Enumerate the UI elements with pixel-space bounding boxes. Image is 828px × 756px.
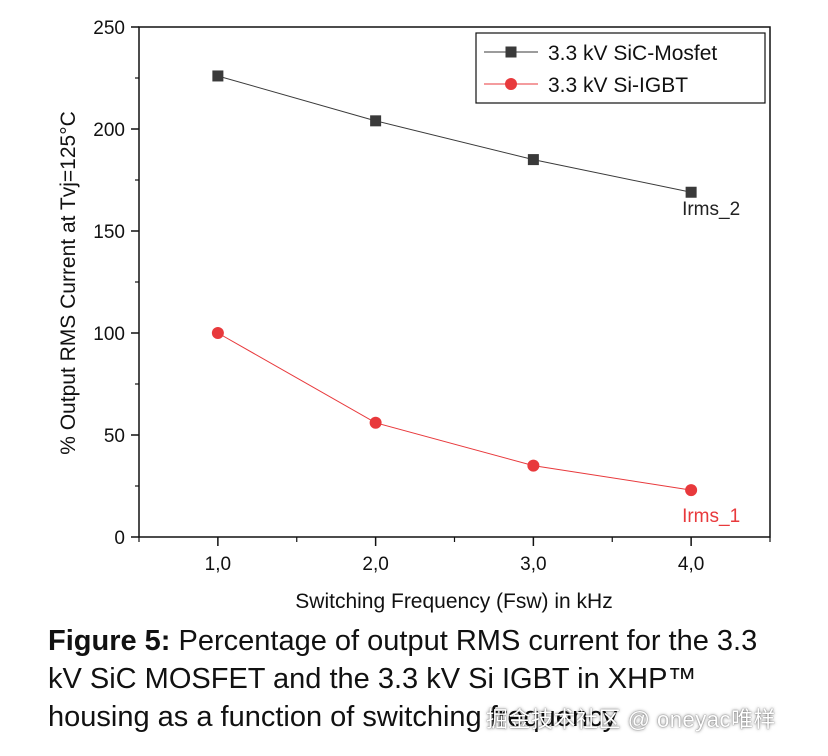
x-axis-label: Switching Frequency (Fsw) in kHz xyxy=(295,590,612,613)
watermark: 掘金技术社区 @ oneyac唯样 xyxy=(486,707,776,732)
figure-label: Figure 5: xyxy=(48,625,171,657)
series-annotation: Irms_1 xyxy=(682,506,740,527)
series-annotation: Irms_2 xyxy=(682,199,740,220)
chart: 0 50 100 150 200 250 1,0 2,0 3,0 4,0 Irms_2 Irms_1… xyxy=(57,18,771,613)
series-layer: Irms_2 Irms_1 xyxy=(211,70,740,527)
series-line xyxy=(217,332,692,491)
data-point xyxy=(685,186,697,198)
y-tick-label: 150 xyxy=(93,222,125,243)
y-axis-label: % Output RMS Current at Tvj=125°C xyxy=(57,111,80,455)
legend-marker xyxy=(505,78,517,90)
figure-caption: Figure 5: Percentage of output RMS curre… xyxy=(48,622,788,736)
series-line xyxy=(217,75,692,193)
data-point xyxy=(685,484,698,497)
x-tick-label: 2,0 xyxy=(362,554,388,575)
y-tick-label: 250 xyxy=(93,18,125,39)
y-tick-label: 0 xyxy=(114,528,125,549)
legend: 3.3 kV SiC-Mosfet 3.3 kV Si-IGBT xyxy=(475,32,766,104)
legend-box xyxy=(475,32,766,104)
y-tick-label: 100 xyxy=(93,324,125,345)
data-point xyxy=(527,459,540,472)
x-tick-label: 3,0 xyxy=(520,554,546,575)
series-2: Irms_1 xyxy=(211,327,740,527)
axes: 0 50 100 150 200 250 1,0 2,0 3,0 4,0 xyxy=(93,18,771,575)
data-point xyxy=(211,327,224,339)
data-point xyxy=(370,115,382,127)
y-tick-label: 50 xyxy=(104,426,125,447)
data-point xyxy=(369,416,382,429)
x-tick-label: 1,0 xyxy=(205,554,231,575)
data-point xyxy=(212,70,224,82)
legend-label: 3.3 kV Si-IGBT xyxy=(548,74,688,97)
data-point xyxy=(527,154,539,166)
figure-caption-text: Percentage of output RMS current for the… xyxy=(48,625,758,733)
legend-label: 3.3 kV SiC-Mosfet xyxy=(548,42,717,65)
legend-marker xyxy=(505,46,517,58)
y-tick-label: 200 xyxy=(93,120,125,141)
series-1: Irms_2 xyxy=(212,70,740,220)
x-tick-label: 4,0 xyxy=(678,554,704,575)
